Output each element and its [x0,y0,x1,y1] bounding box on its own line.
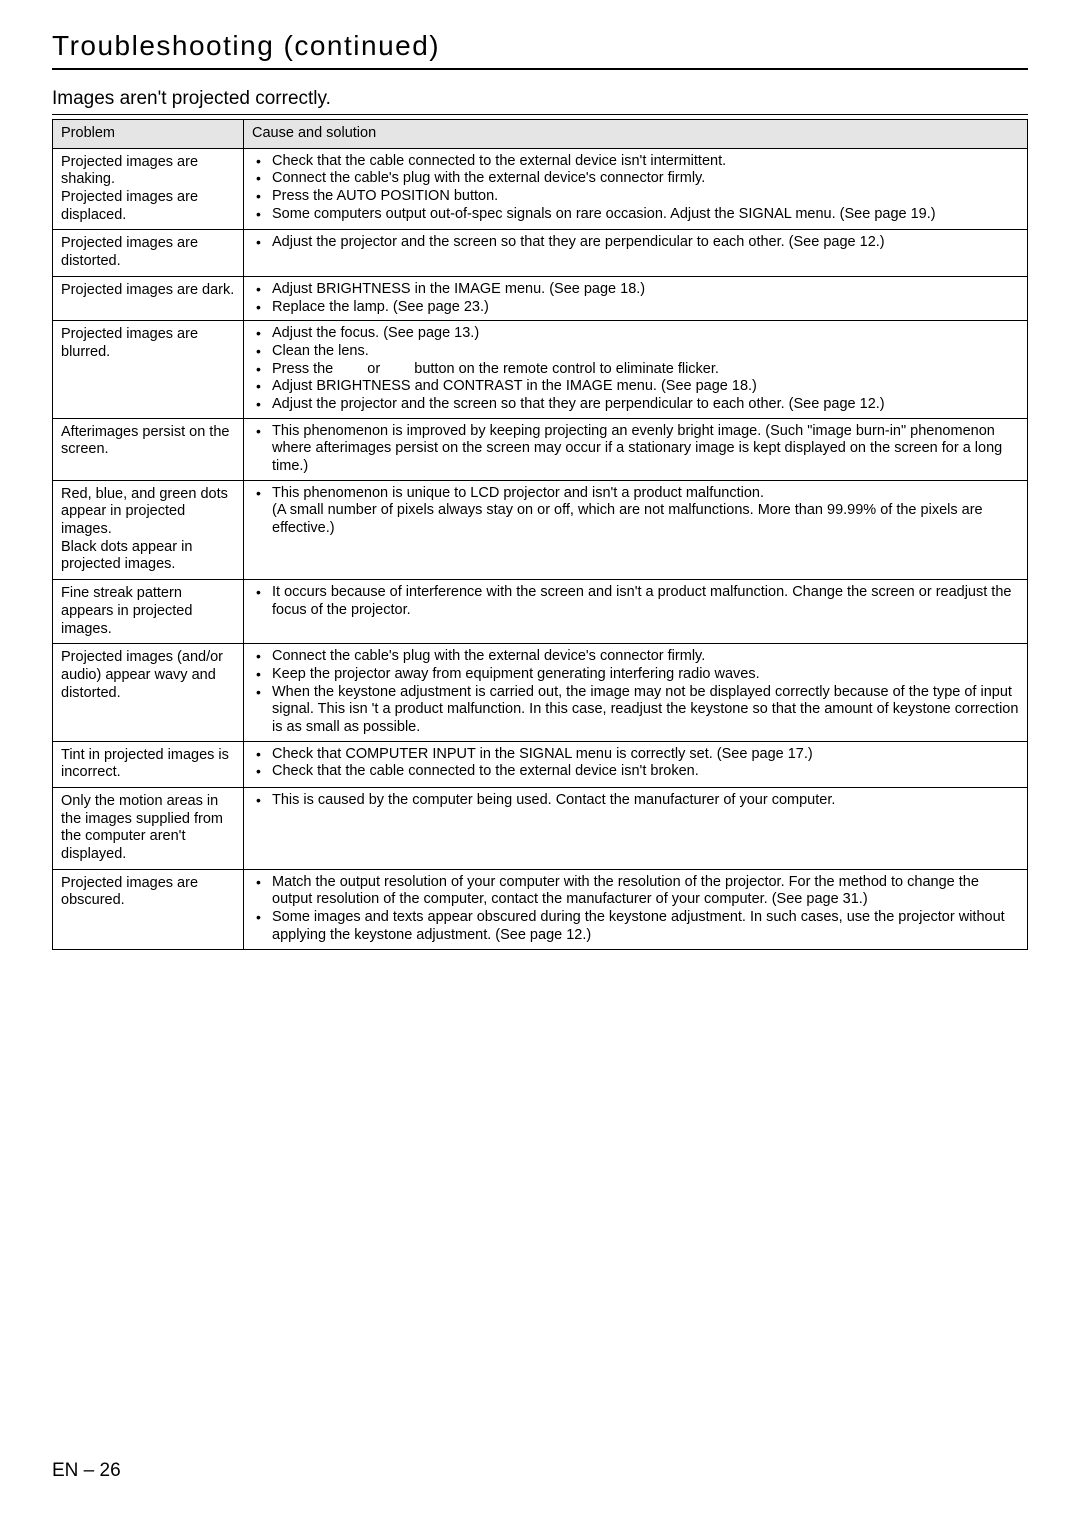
solution-item: Some images and texts appear obscured du… [250,909,1021,944]
table-row: Tint in projected images is incorrect. Ch… [53,741,1028,787]
table-row: Projected images are blurred.Adjust the … [53,321,1028,418]
table-row: Projected images are obscured.Match the … [53,869,1028,949]
solution-cell: This is caused by the computer being use… [244,788,1028,870]
problem-cell: Projected images (and/or audio) appear w… [53,644,244,741]
table-row: Only the motion areas in the images supp… [53,788,1028,870]
solution-item: Press the AUTO POSITION button. [250,188,1021,206]
solution-item: Connect the cable's plug with the extern… [250,170,1021,188]
section-subhead: Images aren't projected correctly. [52,88,1028,115]
solution-item: Check that the cable connected to the ex… [250,153,1021,171]
solution-item: Some computers output out-of-spec signal… [250,206,1021,224]
page-title: Troubleshooting (continued) [52,30,1028,68]
solution-cell: Adjust the projector and the screen so t… [244,230,1028,276]
solution-cell: Adjust BRIGHTNESS in the IMAGE menu. (Se… [244,276,1028,320]
table-header-row: Problem Cause and solution [53,120,1028,149]
solution-item: Adjust the focus. (See page 13.) [250,325,1021,343]
title-underline [52,68,1028,70]
solution-list: Connect the cable's plug with the extern… [250,648,1021,736]
table-row: Red, blue, and green dots appear in proj… [53,480,1028,579]
solution-item: When the keystone adjustment is carried … [250,684,1021,737]
table-row: Projected images (and/or audio) appear w… [53,644,1028,741]
solution-item: Press the or button on the remote contro… [250,361,1021,379]
solution-item: Match the output resolution of your comp… [250,874,1021,909]
solution-list: Adjust BRIGHTNESS in the IMAGE menu. (Se… [250,281,1021,316]
solution-item: This phenomenon is improved by keeping p… [250,423,1021,476]
solution-list: Check that the cable connected to the ex… [250,153,1021,224]
problem-cell: Only the motion areas in the images supp… [53,788,244,870]
problem-cell: Projected images are obscured. [53,869,244,949]
solution-list: This phenomenon is improved by keeping p… [250,423,1021,476]
problem-cell: Fine streak pattern appears in projected… [53,580,244,644]
solution-list: This is caused by the computer being use… [250,792,1021,810]
solution-item: This phenomenon is unique to LCD project… [250,485,1021,538]
problem-cell: Projected images are dark. [53,276,244,320]
solution-item: Check that the cable connected to the ex… [250,763,1021,781]
solution-cell: It occurs because of interference with t… [244,580,1028,644]
table-row: Projected images are dark. Adjust BRIGHTN… [53,276,1028,320]
solution-item: Connect the cable's plug with the extern… [250,648,1021,666]
solution-item: Adjust the projector and the screen so t… [250,234,1021,252]
solution-item: Adjust BRIGHTNESS in the IMAGE menu. (Se… [250,281,1021,299]
solution-cell: Connect the cable's plug with the extern… [244,644,1028,741]
solution-item: Keep the projector away from equipment g… [250,666,1021,684]
solution-cell: Adjust the focus. (See page 13.)Clean th… [244,321,1028,418]
problem-cell: Projected images are shaking.Projected i… [53,148,244,230]
table-row: Projected images are distorted. Adjust th… [53,230,1028,276]
solution-list: Match the output resolution of your comp… [250,874,1021,945]
table-row: Afterimages persist on the screen.This p… [53,418,1028,480]
solution-list: It occurs because of interference with t… [250,584,1021,619]
solution-item: It occurs because of interference with t… [250,584,1021,619]
solution-cell: Check that the cable connected to the ex… [244,148,1028,230]
solution-list: This phenomenon is unique to LCD project… [250,485,1021,538]
table-row: Fine streak pattern appears in projected… [53,580,1028,644]
solution-item: Check that COMPUTER INPUT in the SIGNAL … [250,746,1021,764]
solution-item: Clean the lens. [250,343,1021,361]
problem-cell: Afterimages persist on the screen. [53,418,244,480]
page-footer: EN – 26 [52,1460,121,1482]
solution-item: Adjust the projector and the screen so t… [250,396,1021,414]
col-header-problem: Problem [53,120,244,149]
table-row: Projected images are shaking.Projected i… [53,148,1028,230]
solution-cell: This phenomenon is improved by keeping p… [244,418,1028,480]
troubleshooting-table: Problem Cause and solution Projected ima… [52,119,1028,950]
solution-list: Check that COMPUTER INPUT in the SIGNAL … [250,746,1021,781]
problem-cell: Red, blue, and green dots appear in proj… [53,480,244,579]
col-header-solution: Cause and solution [244,120,1028,149]
solution-list: Adjust the focus. (See page 13.)Clean th… [250,325,1021,413]
solution-item: Replace the lamp. (See page 23.) [250,299,1021,317]
solution-item: This is caused by the computer being use… [250,792,1021,810]
solution-list: Adjust the projector and the screen so t… [250,234,1021,252]
solution-item: Adjust BRIGHTNESS and CONTRAST in the IM… [250,378,1021,396]
solution-cell: Check that COMPUTER INPUT in the SIGNAL … [244,741,1028,787]
solution-cell: This phenomenon is unique to LCD project… [244,480,1028,579]
problem-cell: Projected images are blurred. [53,321,244,418]
problem-cell: Projected images are distorted. [53,230,244,276]
solution-cell: Match the output resolution of your comp… [244,869,1028,949]
problem-cell: Tint in projected images is incorrect. [53,741,244,787]
